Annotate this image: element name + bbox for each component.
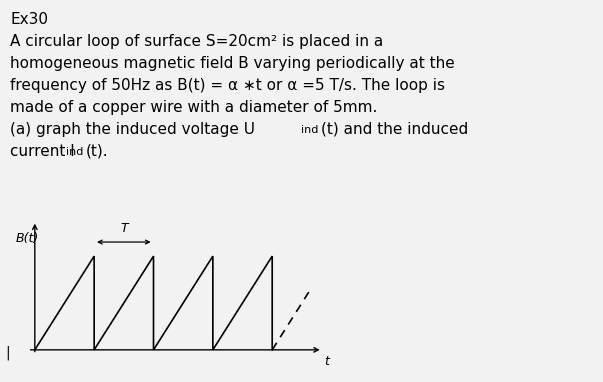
Text: t: t bbox=[324, 354, 329, 367]
Text: current I: current I bbox=[10, 144, 75, 159]
Text: Ex30: Ex30 bbox=[10, 12, 48, 27]
Text: (a) graph the induced voltage U: (a) graph the induced voltage U bbox=[10, 122, 255, 137]
Text: frequency of 50Hz as B(t) = α ∗t or α =5 T/s. The loop is: frequency of 50Hz as B(t) = α ∗t or α =5… bbox=[10, 78, 445, 93]
Text: made of a copper wire with a diameter of 5mm.: made of a copper wire with a diameter of… bbox=[10, 100, 377, 115]
Text: ind: ind bbox=[66, 147, 83, 157]
Text: B(t): B(t) bbox=[16, 232, 39, 245]
Text: A circular loop of surface S=20cm² is placed in a: A circular loop of surface S=20cm² is pl… bbox=[10, 34, 384, 49]
Text: T: T bbox=[120, 222, 128, 235]
Text: |: | bbox=[5, 345, 10, 360]
Text: (t) and the induced: (t) and the induced bbox=[321, 122, 469, 137]
Text: homogeneous magnetic field B varying periodically at the: homogeneous magnetic field B varying per… bbox=[10, 56, 455, 71]
Text: (t).: (t). bbox=[86, 144, 109, 159]
Text: ind: ind bbox=[301, 125, 318, 135]
